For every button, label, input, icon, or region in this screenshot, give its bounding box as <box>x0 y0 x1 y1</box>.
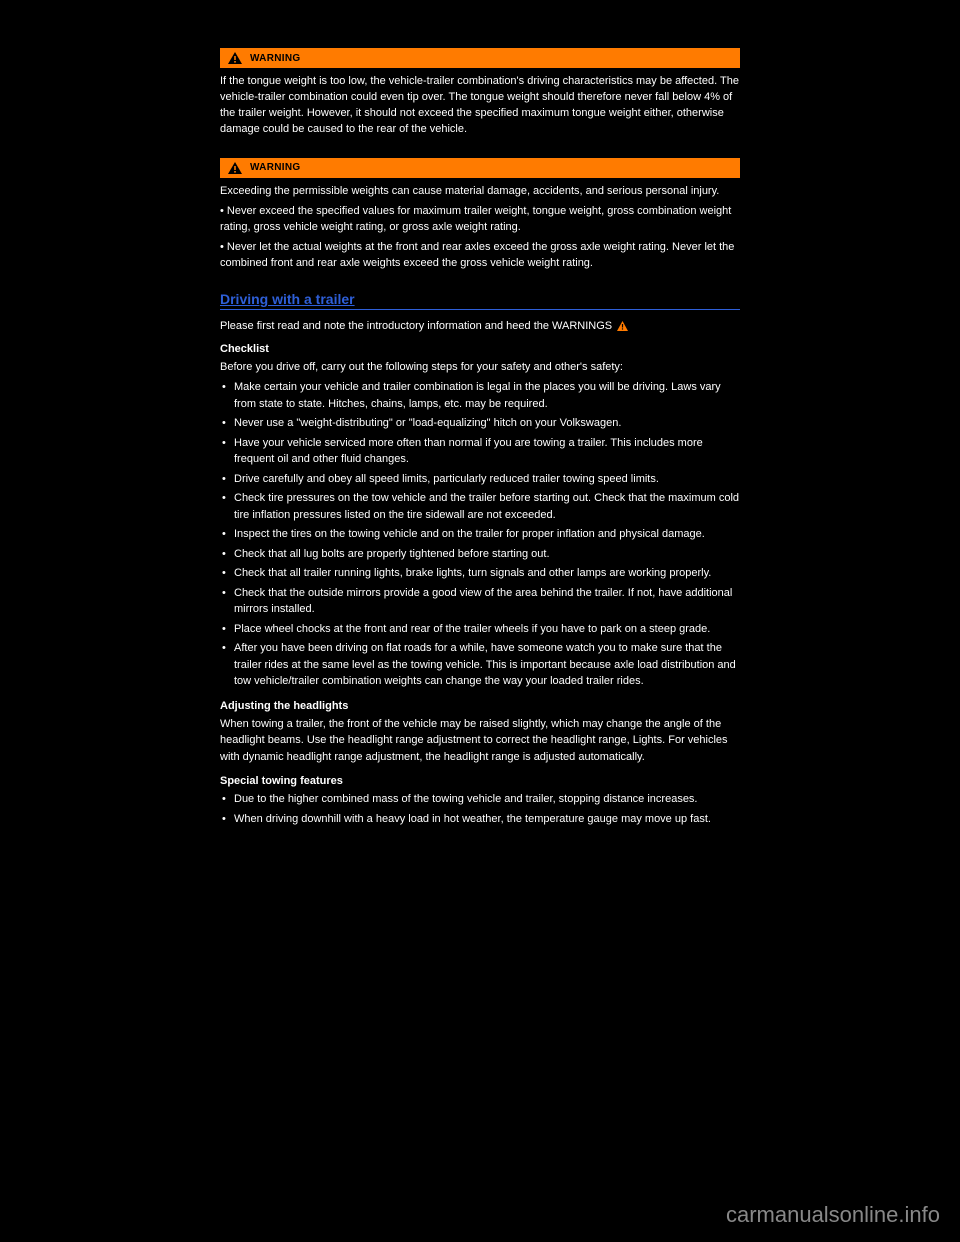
warning-2-p2: • Never let the actual weights at the fr… <box>220 240 740 272</box>
checklist-item: Check that all lug bolts are properly ti… <box>220 546 740 563</box>
checklist-item: Make certain your vehicle and trailer co… <box>220 379 740 412</box>
warning-2-p1: • Never exceed the specified values for … <box>220 204 740 236</box>
warning-header-1: WARNING <box>220 48 740 68</box>
warning-body-2: Exceeding the permissible weights can ca… <box>220 184 740 272</box>
checklist-title: Checklist <box>220 343 740 355</box>
warning-inline-icon <box>617 320 628 337</box>
checklist-item: Check tire pressures on the tow vehicle … <box>220 490 740 523</box>
checklist-intro: Before you drive off, carry out the foll… <box>220 359 740 376</box>
warning-label-2: WARNING <box>250 162 300 173</box>
checklist: Make certain your vehicle and trailer co… <box>220 379 740 690</box>
checklist-item: Inspect the tires on the towing vehicle … <box>220 526 740 543</box>
feature-item: Due to the higher combined mass of the t… <box>220 791 740 808</box>
section-heading[interactable]: Driving with a trailer <box>220 291 740 307</box>
headlights-body: When towing a trailer, the front of the … <box>220 716 740 766</box>
feature-item: When driving downhill with a heavy load … <box>220 811 740 828</box>
intro-text: Please first read and note the introduct… <box>220 320 612 332</box>
section-intro: Please first read and note the introduct… <box>220 318 740 337</box>
headlights-heading: Adjusting the headlights <box>220 700 740 712</box>
checklist-item: Check that all trailer running lights, b… <box>220 565 740 582</box>
checklist-item: Place wheel chocks at the front and rear… <box>220 621 740 638</box>
section-divider <box>220 309 740 310</box>
warning-icon <box>228 162 242 174</box>
checklist-item: Have your vehicle serviced more often th… <box>220 435 740 468</box>
warning-header-2: WARNING <box>220 158 740 178</box>
warning-label-1: WARNING <box>250 53 300 64</box>
manual-page: WARNING If the tongue weight is too low,… <box>0 0 960 827</box>
features-list: Due to the higher combined mass of the t… <box>220 791 740 827</box>
checklist-item: After you have been driving on flat road… <box>220 640 740 690</box>
warning-icon <box>228 52 242 64</box>
checklist-item: Never use a "weight-distributing" or "lo… <box>220 415 740 432</box>
features-heading: Special towing features <box>220 775 740 787</box>
checklist-item: Drive carefully and obey all speed limit… <box>220 471 740 488</box>
watermark: carmanualsonline.info <box>726 1202 940 1228</box>
checklist-item: Check that the outside mirrors provide a… <box>220 585 740 618</box>
warning-1-p0: If the tongue weight is too low, the veh… <box>220 74 740 138</box>
warning-2-p0: Exceeding the permissible weights can ca… <box>220 184 740 200</box>
warning-body-1: If the tongue weight is too low, the veh… <box>220 74 740 138</box>
